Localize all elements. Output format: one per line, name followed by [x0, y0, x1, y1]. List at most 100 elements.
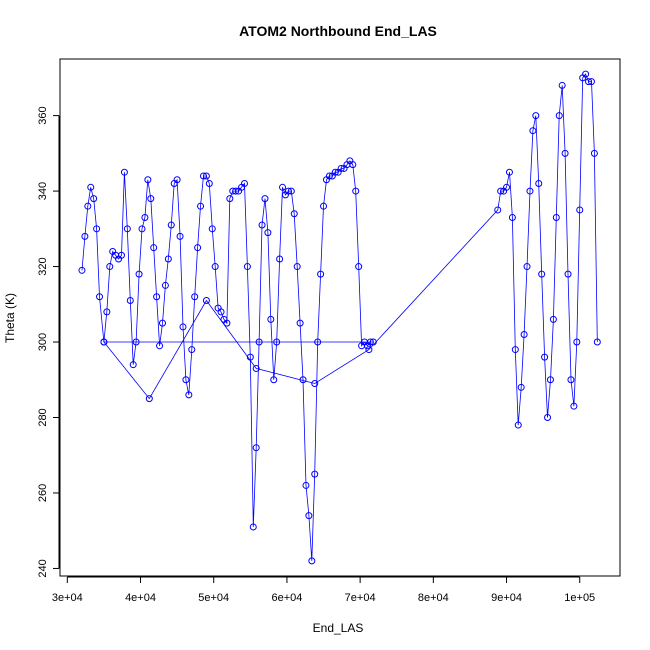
data-point — [287, 187, 295, 195]
data-point — [252, 364, 260, 372]
data-point — [538, 270, 546, 278]
data-point — [87, 183, 95, 191]
x-tick-label: 6e+04 — [271, 592, 302, 604]
data-point — [144, 176, 152, 184]
x-tick-label: 9e+04 — [491, 592, 522, 604]
data-point — [349, 161, 357, 169]
data-point — [223, 319, 231, 327]
data-point — [153, 293, 161, 301]
data-point — [558, 81, 566, 89]
data-point — [100, 338, 108, 346]
series-line — [81, 73, 598, 561]
data-point — [147, 195, 155, 203]
chart-title: ATOM2 Northbound End_LAS — [239, 23, 437, 39]
data-point — [296, 319, 304, 327]
data-point — [514, 421, 522, 429]
data-point — [366, 338, 374, 346]
data-point — [273, 338, 281, 346]
data-point — [369, 338, 377, 346]
data-point — [267, 315, 275, 323]
data-point — [182, 376, 190, 384]
data-point — [205, 180, 213, 188]
x-tick-label: 7e+04 — [345, 592, 376, 604]
data-point — [314, 338, 322, 346]
data-point — [123, 225, 131, 233]
data-point — [555, 112, 563, 120]
data-point — [526, 187, 534, 195]
data-point — [240, 180, 248, 188]
data-point — [232, 187, 240, 195]
data-point — [252, 444, 260, 452]
y-tick-label: 360 — [37, 106, 49, 124]
data-point — [106, 263, 114, 271]
x-tick-label: 3e+04 — [52, 592, 83, 604]
data-layer — [78, 70, 601, 565]
data-point — [520, 330, 528, 338]
data-point — [365, 346, 373, 354]
data-point — [208, 225, 216, 233]
data-point — [246, 353, 254, 361]
y-tick-label: 340 — [37, 182, 49, 200]
data-point — [255, 338, 263, 346]
data-point — [311, 470, 319, 478]
x-axis-label: End_LAS — [313, 621, 364, 635]
y-tick-label: 300 — [37, 333, 49, 351]
data-point — [164, 255, 172, 263]
data-point — [593, 338, 601, 346]
y-axis: 240 260 280 300 320 340 360 — [37, 106, 60, 578]
data-point — [126, 297, 134, 305]
data-point — [505, 168, 513, 176]
data-point — [517, 383, 525, 391]
data-point — [352, 187, 360, 195]
data-point — [129, 361, 137, 369]
data-point — [202, 297, 210, 305]
data-point — [308, 557, 316, 565]
data-point — [93, 225, 101, 233]
data-point — [194, 244, 202, 252]
data-point — [299, 376, 307, 384]
data-point — [337, 164, 345, 172]
data-point — [503, 183, 511, 191]
data-point — [590, 149, 598, 157]
data-point — [78, 266, 86, 274]
data-point — [552, 213, 560, 221]
data-point — [188, 346, 196, 354]
y-axis-label: Theta (K) — [3, 293, 17, 343]
data-point — [261, 195, 269, 203]
data-point — [191, 293, 199, 301]
data-point — [541, 353, 549, 361]
data-point — [103, 308, 111, 316]
x-tick-label: 5e+04 — [198, 592, 229, 604]
data-point — [150, 244, 158, 252]
y-tick-label: 260 — [37, 484, 49, 502]
plot-frame — [59, 58, 621, 577]
data-point — [138, 225, 146, 233]
data-point — [117, 251, 125, 259]
data-point — [84, 202, 92, 210]
data-point — [508, 213, 516, 221]
data-point — [132, 338, 140, 346]
y-tick-label: 280 — [37, 408, 49, 426]
data-point — [167, 221, 175, 229]
data-point — [549, 315, 557, 323]
data-point — [535, 180, 543, 188]
data-point — [145, 395, 153, 403]
data-point — [90, 195, 98, 203]
data-point — [258, 221, 266, 229]
data-point — [355, 263, 363, 271]
data-point — [161, 281, 169, 289]
data-point — [570, 402, 578, 410]
y-tick-label: 240 — [37, 559, 49, 577]
data-point — [279, 183, 287, 191]
data-point — [582, 70, 590, 78]
y-tick-label: 320 — [37, 257, 49, 275]
data-point — [158, 319, 166, 327]
x-tick-label: 4e+04 — [125, 592, 156, 604]
data-point — [529, 127, 537, 135]
data-point — [270, 376, 278, 384]
x-tick-label: 8e+04 — [418, 592, 449, 604]
data-point — [173, 176, 181, 184]
data-point — [576, 206, 584, 214]
data-point — [120, 168, 128, 176]
